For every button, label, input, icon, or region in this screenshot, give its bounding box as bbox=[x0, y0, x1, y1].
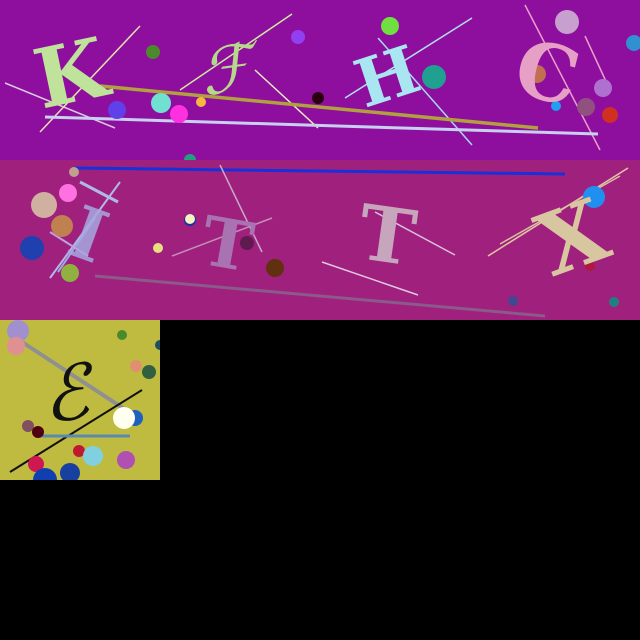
noise-layer-3: ℰ bbox=[0, 320, 160, 480]
captcha-tile-3: ℰ bbox=[0, 320, 160, 480]
captcha-tile-2: I T T X bbox=[0, 160, 640, 320]
noise-layer-2: I T T X bbox=[0, 160, 640, 320]
captcha-tile-1: K ℱ H C bbox=[0, 0, 640, 160]
noise-layer-1: K ℱ H C bbox=[0, 0, 640, 160]
glyph-letter: T bbox=[353, 187, 421, 283]
tile-background bbox=[0, 160, 640, 320]
